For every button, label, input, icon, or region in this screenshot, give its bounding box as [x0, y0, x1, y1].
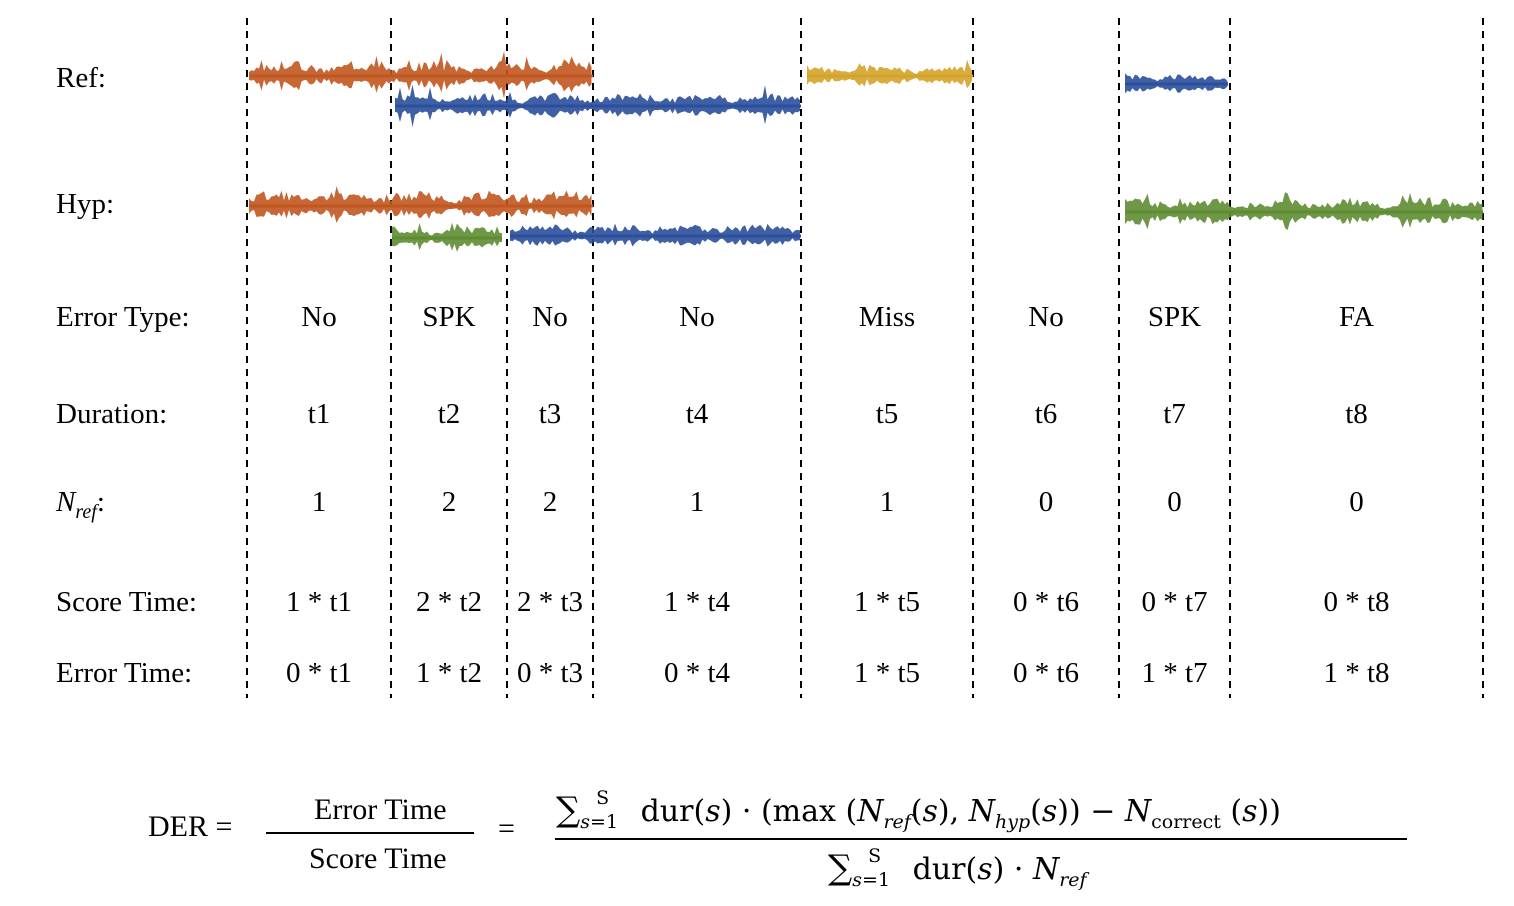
error-type-cell-7: SPK [1147, 301, 1202, 333]
error-time-cell-5: 1 * t5 [853, 657, 921, 689]
score-time-cell-3: 2 * t3 [516, 586, 584, 618]
error-time-cell-8: 1 * t8 [1323, 657, 1390, 689]
error-time-cell-2: 1 * t2 [415, 657, 483, 689]
speaker-waveforms [249, 51, 1483, 252]
der-label: DER = [148, 810, 233, 843]
formula-numerator: ∑s=1S dur(s) · (max (Nref(s), Nhyp(s)) −… [556, 787, 1281, 833]
segment-boundaries [246, 18, 1484, 698]
duration-row-label: Duration: [56, 398, 168, 430]
duration-cell-4: t4 [685, 398, 709, 430]
duration-cell-1: t1 [307, 398, 331, 430]
score-time-cell-1: 1 * t1 [285, 586, 353, 618]
duration-cell-7: t7 [1163, 398, 1186, 430]
nref-cell-1: 1 [311, 486, 327, 518]
nref-cell-5: 1 [879, 486, 895, 518]
error-type-cell-4: No [679, 301, 715, 333]
fraction-bar-left [266, 832, 474, 834]
score-time-cell-2: 2 * t2 [415, 586, 483, 618]
score-time-cell-5: 1 * t5 [853, 586, 921, 618]
nref-cell-8: 0 [1349, 486, 1364, 518]
error-time-cell-3: 0 * t3 [516, 657, 584, 689]
nref-cell-3: 2 [542, 486, 558, 518]
nref-cell-2: 2 [441, 486, 457, 518]
hyp-row-label: Hyp: [56, 188, 114, 220]
error-time-row-label: Error Time: [56, 657, 193, 689]
error-time-cell-1: 0 * t1 [285, 657, 353, 689]
equals-sign: = [498, 812, 515, 845]
duration-cell-8: t8 [1345, 398, 1368, 430]
score-time-cell-8: 0 * t8 [1323, 586, 1390, 618]
error-time-cell-7: 1 * t7 [1141, 657, 1208, 689]
duration-cell-5: t5 [875, 398, 899, 430]
error-time-cell-4: 0 * t4 [663, 657, 731, 689]
nref-row-label: Nref: [56, 488, 105, 522]
nref-cell-7: 0 [1167, 486, 1182, 518]
nref-colon: : [96, 486, 105, 518]
error-type-cell-3: No [532, 301, 568, 333]
duration-cell-6: t6 [1034, 398, 1058, 430]
ref-wave-yellow [807, 59, 972, 89]
duration-cell-2: t2 [437, 398, 461, 430]
error-type-cell-2: SPK [422, 301, 476, 333]
fraction-bar-right [555, 838, 1407, 840]
ref-row-label: Ref: [56, 62, 106, 94]
nref-cell-6: 0 [1038, 486, 1054, 518]
score-time-cell-7: 0 * t7 [1141, 586, 1208, 618]
fraction-numerator: Error Time [314, 793, 447, 826]
score-time-cell-4: 1 * t4 [663, 586, 731, 618]
error-type-cell-8: FA [1339, 301, 1374, 333]
nref-symbol: N [56, 486, 76, 518]
duration-cell-3: t3 [538, 398, 562, 430]
error-type-cell-5: Miss [858, 301, 916, 333]
error-time-cell-6: 0 * t6 [1012, 657, 1080, 689]
nref-subscript: ref [75, 500, 97, 523]
score-time-cell-6: 0 * t6 [1012, 586, 1080, 618]
error-type-row-label: Error Type: [56, 301, 190, 333]
fraction-denominator: Score Time [309, 842, 447, 875]
nref-cell-4: 1 [689, 486, 705, 518]
error-type-cell-6: No [1028, 301, 1064, 333]
formula-denominator: ∑s=1S dur(s) · Nref [828, 845, 1087, 891]
score-time-row-label: Score Time: [56, 586, 197, 618]
error-type-cell-1: No [301, 301, 337, 333]
